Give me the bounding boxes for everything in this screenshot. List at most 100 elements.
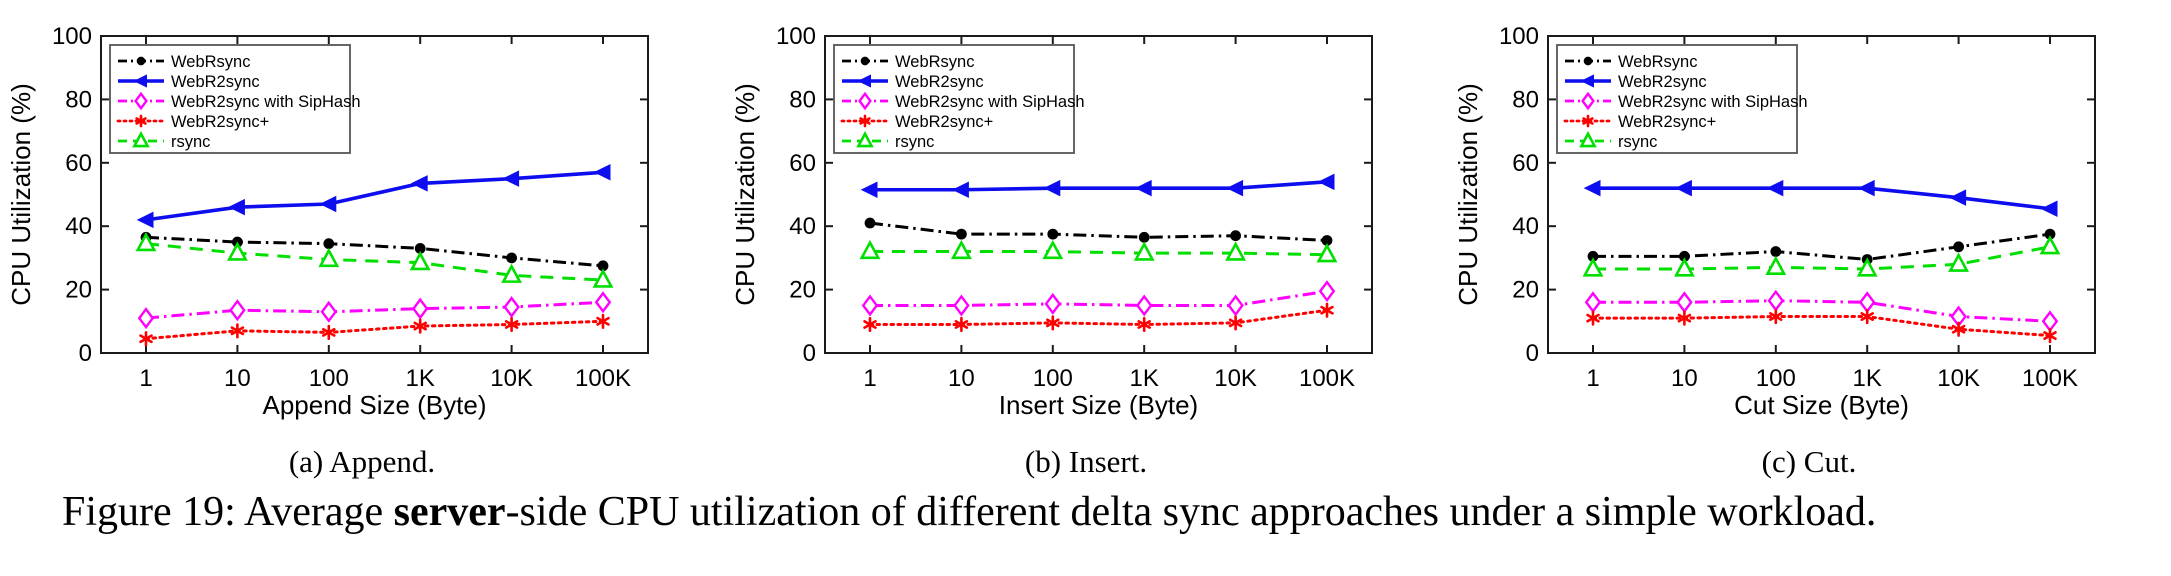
- marker-star: [1769, 308, 1783, 325]
- y-tick-label: 60: [65, 150, 92, 177]
- legend-label: WebR2sync: [171, 73, 260, 91]
- series-line-rsync: [1593, 245, 2051, 271]
- marker-open-triangle-up: [1673, 257, 1695, 277]
- y-tick-label: 40: [65, 213, 92, 240]
- marker-filled-circle: [1583, 56, 1593, 66]
- x-tick-label: 100K: [575, 365, 631, 392]
- x-tick-label: 100K: [2022, 365, 2078, 392]
- marker-filled-left-triangle: [1766, 179, 1784, 197]
- marker-open-diamond: [1135, 294, 1153, 317]
- marker-open-diamond: [2041, 310, 2059, 333]
- series-line-rsync: [870, 250, 1328, 257]
- marker-filled-left-triangle: [502, 170, 520, 187]
- legend-label: rsync: [171, 133, 210, 151]
- series-line-webr2sync: [145, 170, 604, 222]
- marker-open-triangle-up: [856, 131, 874, 148]
- marker-filled-left-triangle: [228, 198, 245, 216]
- x-tick-label: 1: [139, 365, 152, 392]
- x-axis-label: Insert Size (Byte): [999, 390, 1198, 420]
- marker-open-triangle-up: [226, 241, 248, 261]
- marker-open-triangle-up: [859, 239, 881, 260]
- marker-filled-circle: [864, 217, 876, 229]
- series-line-webr2sync-: [1591, 315, 2052, 338]
- marker-open-triangle-up: [592, 268, 614, 288]
- plot-box: [100, 35, 649, 354]
- marker-filled-circle: [506, 252, 517, 264]
- y-tick-label: 20: [1512, 277, 1539, 304]
- plot-box: [1547, 35, 2096, 354]
- x-tick-label: 10K: [490, 365, 533, 392]
- marker-filled-left-triangle: [1043, 179, 1061, 197]
- y-tick-label: 20: [789, 277, 816, 304]
- marker-filled-left-triangle: [319, 195, 337, 213]
- marker-filled-left-triangle: [1317, 173, 1335, 191]
- marker-star: [1228, 315, 1243, 331]
- marker-open-triangle-up: [1133, 241, 1155, 261]
- y-axis-label: CPU Utilization (%): [1453, 83, 1483, 306]
- marker-filled-left-triangle: [1134, 179, 1152, 197]
- series-line-webrsync: [869, 221, 1328, 242]
- chart-insert: 1 10 100 1K 10K 100K 0 20 40 60 80 100 Insert Size (…: [724, 0, 1448, 490]
- legend-label: WebR2sync with SipHash: [895, 93, 1085, 111]
- marker-open-diamond: [1227, 294, 1244, 317]
- marker-filled-left-triangle: [1949, 189, 1967, 206]
- marker-open-triangle-up: [135, 231, 157, 252]
- marker-star: [413, 318, 427, 334]
- marker-filled-circle: [1230, 230, 1241, 242]
- marker-filled-left-triangle: [857, 74, 871, 88]
- marker-filled-circle: [2044, 228, 2056, 240]
- y-tick-label: 40: [789, 213, 816, 240]
- marker-filled-left-triangle: [952, 181, 969, 198]
- marker-filled-circle: [1321, 235, 1333, 246]
- y-tick-label: 0: [1526, 340, 1539, 367]
- marker-star: [1046, 315, 1060, 331]
- marker-filled-circle: [860, 56, 870, 66]
- marker-star: [322, 324, 336, 340]
- series-line-webr2sync-: [144, 319, 605, 341]
- marker-open-triangle-up: [950, 239, 972, 260]
- x-tick-label: 10: [224, 365, 251, 392]
- marker-filled-circle: [136, 56, 146, 66]
- marker-filled-circle: [1047, 228, 1059, 240]
- marker-open-triangle-up: [1765, 255, 1787, 276]
- marker-open-triangle-up: [1316, 242, 1338, 263]
- marker-star: [230, 323, 245, 339]
- marker-open-diamond: [134, 91, 148, 111]
- marker-open-diamond: [320, 300, 338, 323]
- legend-label: WebR2sync: [895, 73, 984, 91]
- legend-box: [833, 44, 1075, 154]
- marker-open-triangle-up: [132, 131, 150, 148]
- marker-star: [1320, 302, 1334, 318]
- marker-star: [2043, 327, 2057, 344]
- marker-filled-left-triangle: [1857, 179, 1875, 197]
- marker-open-diamond: [1318, 280, 1336, 303]
- marker-filled-left-triangle: [593, 164, 611, 181]
- y-tick-label: 100: [52, 23, 92, 50]
- y-tick-label: 20: [65, 277, 92, 304]
- y-tick-label: 80: [789, 86, 816, 113]
- marker-star: [1582, 114, 1594, 128]
- marker-open-diamond: [411, 297, 429, 320]
- y-axis-label: CPU Utilization (%): [730, 83, 760, 306]
- series-line-webrsync: [1593, 232, 2051, 261]
- legend-label: WebRsync: [1618, 53, 1697, 71]
- marker-open-diamond: [229, 299, 246, 322]
- marker-open-diamond: [858, 91, 872, 111]
- marker-open-diamond: [594, 291, 612, 314]
- x-tick-label: 1: [863, 365, 876, 392]
- legend-label: WebR2sync+: [895, 113, 993, 131]
- figure-caption-bold: server: [393, 489, 506, 535]
- legend-label: WebRsync: [895, 53, 974, 71]
- marker-open-triangle-up: [501, 263, 523, 283]
- marker-open-diamond: [1676, 291, 1693, 314]
- marker-filled-circle: [1679, 250, 1690, 262]
- marker-open-diamond: [1584, 291, 1602, 314]
- series-line-webr2sync: [1593, 186, 2051, 211]
- subcaption-append: (a) Append.: [288, 444, 436, 479]
- marker-filled-left-triangle: [136, 211, 154, 229]
- marker-open-triangle-up: [1225, 241, 1247, 261]
